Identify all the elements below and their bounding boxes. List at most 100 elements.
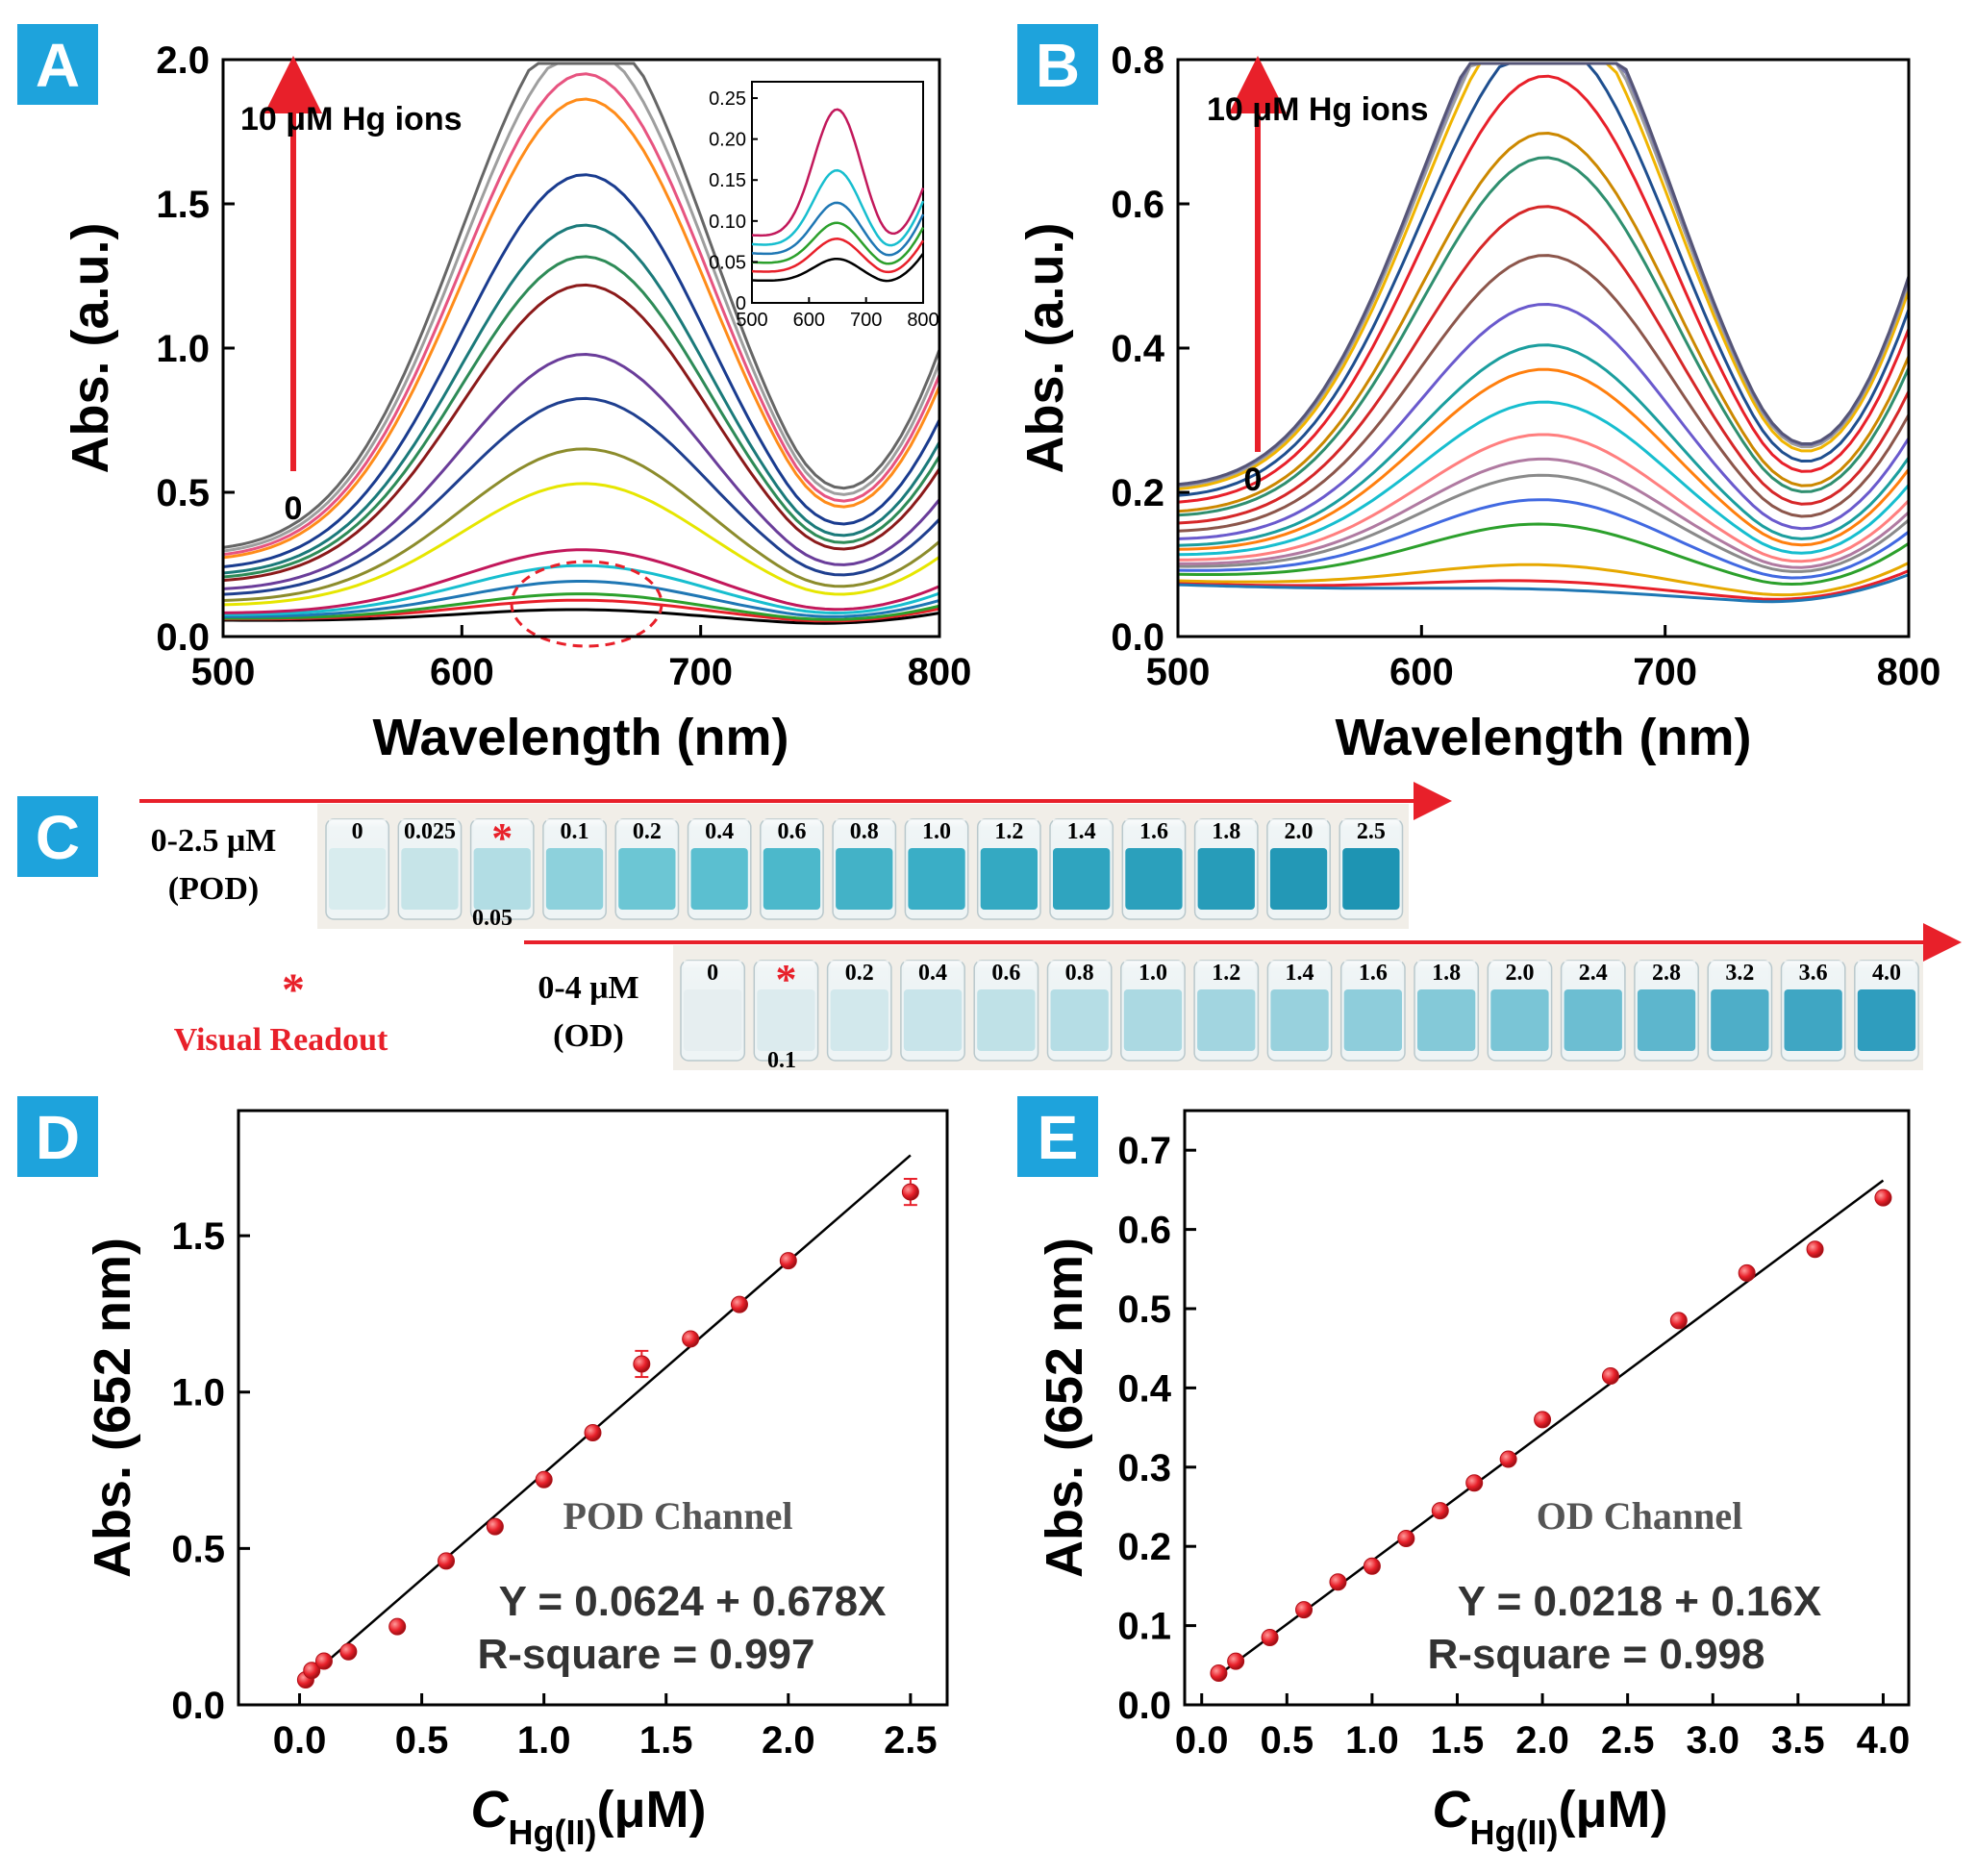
vial-solution — [1343, 989, 1402, 1051]
vial-solution — [401, 848, 459, 910]
od-range-label: 0-4 μM — [538, 970, 638, 1006]
panel-e-data-point — [1534, 1411, 1552, 1429]
panel-b-y-tick-label: 0.2 — [1111, 472, 1164, 514]
spectrum-line — [222, 62, 941, 549]
panel-d-data-point — [633, 1355, 651, 1373]
vial-concentration-label: 2.5 — [1357, 819, 1386, 844]
panel-d-data-point — [486, 1517, 504, 1536]
panel-b-y-tick-label: 0.0 — [1111, 616, 1164, 659]
panel-e-data-point — [1874, 1188, 1892, 1207]
vial-solution — [763, 848, 821, 910]
vial-solution — [1637, 989, 1696, 1051]
pod-below-label: 0.05 — [472, 906, 513, 931]
panel-e-data-point — [1295, 1601, 1314, 1619]
vial-highlight — [1053, 819, 1111, 848]
y-axis-title-d: Abs. (652 nm) — [84, 1238, 141, 1578]
panel-e-plot — [1210, 1179, 1892, 1683]
vial-concentration-label: 1.6 — [1139, 819, 1168, 844]
panel-e-label: E — [1038, 1103, 1079, 1172]
panel-e-axes: 0.0 0.5 1.0 1.5 2.0 2.5 3.0 3.5 4.0 0.0 0.1 0.2 0.3 0… — [1117, 1130, 1910, 1762]
vial-concentration-label: 1.0 — [1139, 961, 1167, 986]
vial-highlight — [830, 961, 888, 989]
panel-e-x-tick-label: 3.0 — [1686, 1719, 1739, 1762]
panel-d-y-tick-label: 1.0 — [171, 1372, 225, 1414]
vial-solution — [1417, 989, 1476, 1051]
vial-solution — [618, 848, 676, 910]
vial-solution — [1197, 989, 1256, 1051]
vial-concentration-label: 1.6 — [1359, 961, 1388, 986]
vial-concentration-label: 1.8 — [1212, 819, 1240, 844]
panel-d-x-tick-label: 0.0 — [273, 1719, 327, 1762]
vial-highlight — [1125, 819, 1183, 848]
vial-solution — [903, 989, 963, 1051]
panel-e-data-point — [1738, 1263, 1756, 1282]
panel-d: D 0.0 0.5 1.0 1.5 2.0 2.5 0.0 0.5 1.0 1.5 POD Cha… — [17, 1096, 949, 1852]
panel-e-x-tick-label: 0.0 — [1175, 1719, 1229, 1762]
spectrum-line — [1178, 457, 1911, 569]
panel-e-frame — [1183, 1109, 1911, 1707]
vial-highlight — [1197, 961, 1256, 989]
vial-highlight — [329, 819, 387, 848]
vial-highlight — [980, 819, 1038, 848]
inset-x-tick-label: 800 — [907, 310, 938, 331]
vial-highlight — [1857, 961, 1916, 989]
panel-e-data-point — [1227, 1652, 1245, 1670]
vial-highlight — [1417, 961, 1476, 989]
vial-concentration-label: 0.025 — [404, 819, 456, 844]
vial-solution — [1490, 989, 1549, 1051]
vial-solution — [830, 989, 888, 1051]
vial-concentration-label: 1.2 — [1212, 961, 1240, 986]
fit-equation-d: Y = 0.0624 + 0.678X — [499, 1578, 887, 1625]
panel-c-label: C — [36, 803, 80, 872]
vial-highlight — [1784, 961, 1842, 989]
panel-e-data-point — [1363, 1557, 1381, 1575]
vial-concentration-label: 4.0 — [1872, 961, 1901, 986]
vial-concentration-label: 1.4 — [1286, 961, 1314, 986]
inset-y-tick-label: 0.10 — [709, 212, 746, 233]
spectrum-line — [222, 482, 940, 607]
x-axis-title-a: Wavelength (nm) — [372, 709, 788, 766]
panel-d-data-point — [901, 1183, 919, 1201]
inset-y-tick-label: 0 — [736, 293, 746, 314]
inset-x-tick-label: 700 — [850, 310, 882, 331]
vial-solution — [690, 848, 748, 910]
spectrum-line — [222, 173, 941, 568]
panel-d-data-point — [584, 1424, 602, 1442]
vial-solution — [473, 848, 531, 910]
panel-a-x-tick-label: 700 — [668, 651, 733, 693]
vial-highlight — [1637, 961, 1696, 989]
panel-d-fit-line — [298, 1154, 912, 1687]
inset-spectrum-line — [751, 238, 925, 274]
vial-concentration-label: 0.4 — [705, 819, 734, 844]
pod-vials: 0 0.025 * 0.1 0.2 0.4 0.6 0.8 1.0 1.2 1.4 1.6 1.8 2.0… — [325, 814, 1404, 920]
spectrum-line — [1177, 302, 1911, 540]
panel-a-axes: 500 600 700 800 0.0 0.5 1.0 1.5 2.0 — [156, 39, 971, 693]
vial-solution — [836, 848, 893, 910]
annotation-top-b: 10 μM Hg ions — [1207, 91, 1429, 128]
panel-b-label: B — [1036, 31, 1080, 100]
vial-highlight — [977, 961, 1036, 989]
vial-concentration-label: 2.0 — [1285, 819, 1314, 844]
panel-e-data-point — [1806, 1240, 1824, 1259]
x-axis-title-e: CHg(II)(μM) — [1433, 1781, 1668, 1852]
vial-concentration-label: 0.8 — [850, 819, 879, 844]
panel-e: E 0.0 0.5 1.0 1.5 2.0 2.5 3.0 3.5 4.00.00.10.20.… — [1017, 1096, 1911, 1852]
inset-spectrum-line — [751, 221, 925, 265]
panel-d-data-point — [730, 1295, 748, 1313]
panel-d-plot — [296, 1154, 919, 1688]
vial-concentration-label: 2.0 — [1505, 961, 1534, 986]
vial-highlight — [1197, 819, 1255, 848]
od-below-label: 0.1 — [767, 1048, 796, 1073]
panel-e-data-point — [1261, 1628, 1279, 1646]
panel-e-x-tick-label: 0.5 — [1261, 1719, 1314, 1762]
spectrum-line — [1177, 205, 1911, 525]
visual-readout-marker: * — [775, 956, 796, 1003]
inset-y-tick-label: 0.20 — [709, 130, 746, 151]
annotation-bottom-a: 0 — [285, 490, 303, 527]
panel-d-data-point — [314, 1652, 333, 1670]
panel-e-x-tick-label: 2.0 — [1515, 1719, 1569, 1762]
panel-b-badge — [1017, 24, 1098, 105]
inset-frame — [751, 81, 924, 304]
inset-spectrum-line — [751, 108, 925, 238]
vial-highlight — [903, 961, 963, 989]
